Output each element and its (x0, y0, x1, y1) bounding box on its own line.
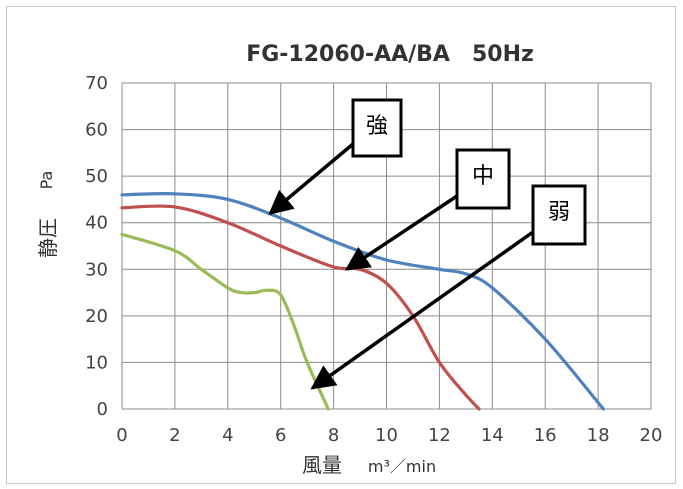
y-axis-unit: Pa (37, 171, 56, 190)
y-tick-label: 0 (97, 399, 108, 420)
x-tick-label: 6 (275, 425, 286, 446)
x-tick-label: 12 (428, 425, 451, 446)
x-tick-label: 4 (222, 425, 233, 446)
x-tick-label: 18 (587, 425, 610, 446)
callout-arrow (268, 142, 355, 215)
ticks: 0 10 20 30 40 50 60 70 0 2 4 6 8 10 12 14 16 18 20 (85, 73, 662, 446)
callout-label: 強 (366, 114, 388, 139)
x-tick-label: 0 (116, 425, 127, 446)
x-tick-label: 10 (375, 425, 398, 446)
y-tick-label: 60 (85, 120, 108, 141)
callout-box (455, 148, 511, 210)
series-line-blue (120, 192, 605, 411)
callouts: 強中弱 (268, 98, 587, 390)
x-tick-label: 8 (328, 425, 339, 446)
series-line-green (120, 232, 330, 411)
x-tick-label: 20 (640, 425, 663, 446)
callout-arrow (310, 230, 535, 390)
x-tick-label: 2 (169, 425, 180, 446)
y-tick-label: 10 (85, 352, 108, 373)
y-tick-label: 40 (85, 213, 108, 234)
x-axis-unit: m³／min (368, 457, 436, 476)
y-tick-label: 20 (85, 306, 108, 327)
x-tick-label: 14 (481, 425, 504, 446)
callout-arrow (344, 194, 458, 271)
callout-box (351, 98, 403, 158)
y-tick-label: 50 (85, 166, 108, 187)
y-tick-label: 70 (85, 73, 108, 94)
callout-label: 弱 (548, 200, 570, 225)
chart-title: FG-12060-AA/BA 50Hz (246, 42, 534, 67)
y-axis-label: 静圧 (36, 218, 60, 258)
series-lines (120, 192, 605, 411)
callout-box (531, 184, 587, 246)
y-tick-label: 30 (85, 259, 108, 280)
x-axis-label: 風量 (302, 453, 342, 477)
x-tick-label: 16 (534, 425, 557, 446)
callout-label: 中 (472, 164, 494, 189)
